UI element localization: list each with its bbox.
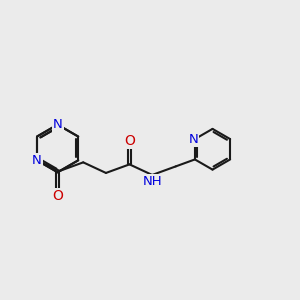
- Text: N: N: [53, 118, 62, 131]
- Text: O: O: [52, 189, 63, 203]
- Text: NH: NH: [142, 176, 162, 188]
- Text: N: N: [32, 154, 42, 167]
- Text: N: N: [188, 133, 198, 146]
- Text: O: O: [124, 134, 135, 148]
